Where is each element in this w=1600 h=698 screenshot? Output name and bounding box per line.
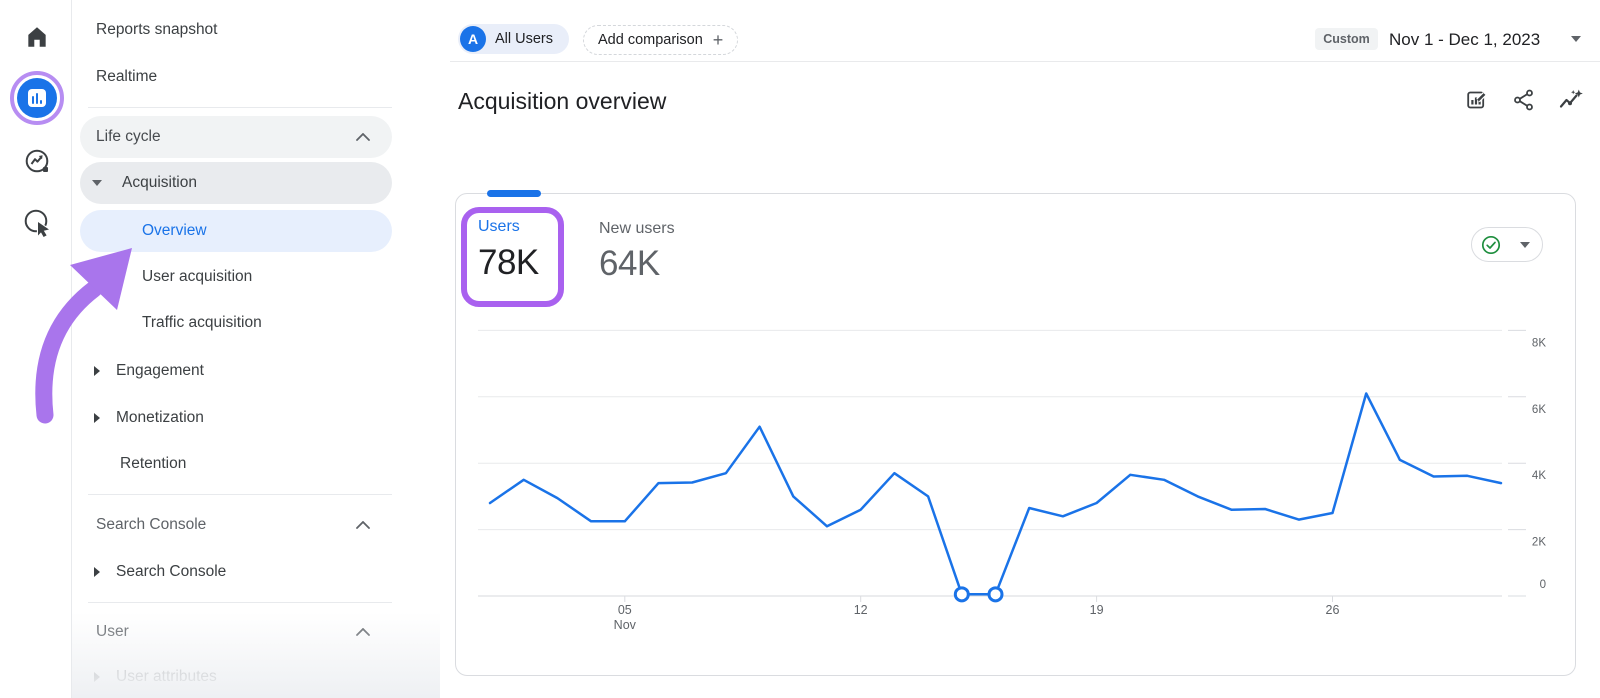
sidebar-item-engagement[interactable]: Engagement (80, 350, 392, 392)
sidebar-item-reports-snapshot[interactable]: Reports snapshot (96, 21, 218, 38)
users-chart-area: 0 2K 4K 6K 8K 05 Nov 12 19 26 (455, 300, 1576, 645)
collapse-chevron-icon[interactable] (356, 133, 370, 141)
expanded-arrow-icon[interactable] (92, 180, 102, 186)
svg-text:26: 26 (1326, 603, 1340, 617)
sidebar-item-monetization[interactable]: Monetization (80, 397, 392, 439)
share-icon[interactable] (1512, 88, 1536, 112)
page-title: Acquisition overview (458, 88, 667, 114)
reports-sidebar: Reports snapshot Realtime Life cycle Acq… (72, 0, 440, 698)
bar-chart-glyph (28, 89, 46, 107)
advertising-icon[interactable] (23, 208, 53, 238)
metric-tab-new-users[interactable]: New users 64K (599, 220, 675, 284)
sidebar-item-retention[interactable]: Retention (120, 455, 187, 472)
sidebar-section-life-cycle[interactable]: Life cycle (80, 116, 392, 158)
nav-rail (0, 0, 72, 698)
sidebar-divider (88, 602, 392, 603)
collapsed-arrow-icon[interactable] (94, 366, 100, 376)
metric-value: 64K (599, 244, 660, 283)
svg-text:19: 19 (1090, 603, 1104, 617)
svg-text:4K: 4K (1532, 470, 1546, 482)
header-divider (450, 61, 1600, 62)
quality-check-icon (1481, 235, 1501, 254)
sidebar-item-acquisition[interactable]: Acquisition (80, 162, 392, 204)
svg-text:12: 12 (854, 603, 868, 617)
quality-caret-icon (1520, 241, 1530, 248)
collapse-chevron-icon[interactable] (356, 628, 370, 636)
collapsed-arrow-icon[interactable] (94, 567, 100, 577)
insights-icon[interactable] (1558, 88, 1583, 112)
date-range-picker[interactable]: Nov 1 - Dec 1, 2023 (1389, 30, 1541, 49)
metric-tab-users[interactable]: Users 78K (478, 218, 539, 283)
sidebar-item-user-attributes[interactable]: User attributes (80, 656, 392, 698)
data-quality-button[interactable] (1471, 227, 1543, 262)
collapsed-arrow-icon[interactable] (94, 413, 100, 423)
date-range-type-badge: Custom (1315, 28, 1378, 50)
edit-report-icon[interactable] (1465, 88, 1489, 112)
sidebar-item-overview-selected[interactable]: Overview (80, 210, 392, 252)
explore-icon[interactable] (24, 148, 51, 175)
sidebar-item-traffic-acquisition[interactable]: Traffic acquisition (142, 314, 262, 331)
svg-text:8K: 8K (1532, 337, 1546, 349)
collapse-chevron-icon[interactable] (356, 521, 370, 529)
sidebar-item-user-acquisition[interactable]: User acquisition (142, 268, 253, 285)
sidebar-item-search-console[interactable]: Search Console (80, 551, 392, 593)
svg-text:Nov: Nov (614, 618, 637, 632)
collapsed-arrow-icon[interactable] (94, 672, 100, 682)
date-caret-icon[interactable] (1571, 36, 1581, 42)
sidebar-section-search-console[interactable]: Search Console (80, 504, 392, 546)
home-icon[interactable] (24, 24, 50, 50)
metric-label: Users (478, 218, 520, 235)
metric-label: New users (599, 220, 675, 237)
sidebar-divider (88, 494, 392, 495)
svg-text:2K: 2K (1532, 537, 1546, 549)
plus-icon: + (712, 30, 724, 50)
svg-text:6K: 6K (1532, 404, 1546, 416)
users-metric-highlight-box (461, 207, 564, 307)
add-comparison-button[interactable]: Add comparison + (583, 25, 739, 55)
sidebar-item-realtime[interactable]: Realtime (96, 68, 158, 85)
active-metric-tab-indicator (487, 190, 541, 197)
sidebar-section-user[interactable]: User (80, 611, 392, 653)
svg-text:05: 05 (618, 603, 632, 617)
sidebar-divider (88, 107, 392, 108)
comparison-avatar: A (460, 26, 486, 52)
svg-text:0: 0 (1540, 579, 1546, 591)
reports-icon[interactable] (17, 78, 57, 118)
reports-icon-active-ring (10, 71, 64, 125)
metric-value: 78K (478, 243, 539, 282)
comparison-chip-all-users[interactable]: A All Users (458, 24, 570, 54)
